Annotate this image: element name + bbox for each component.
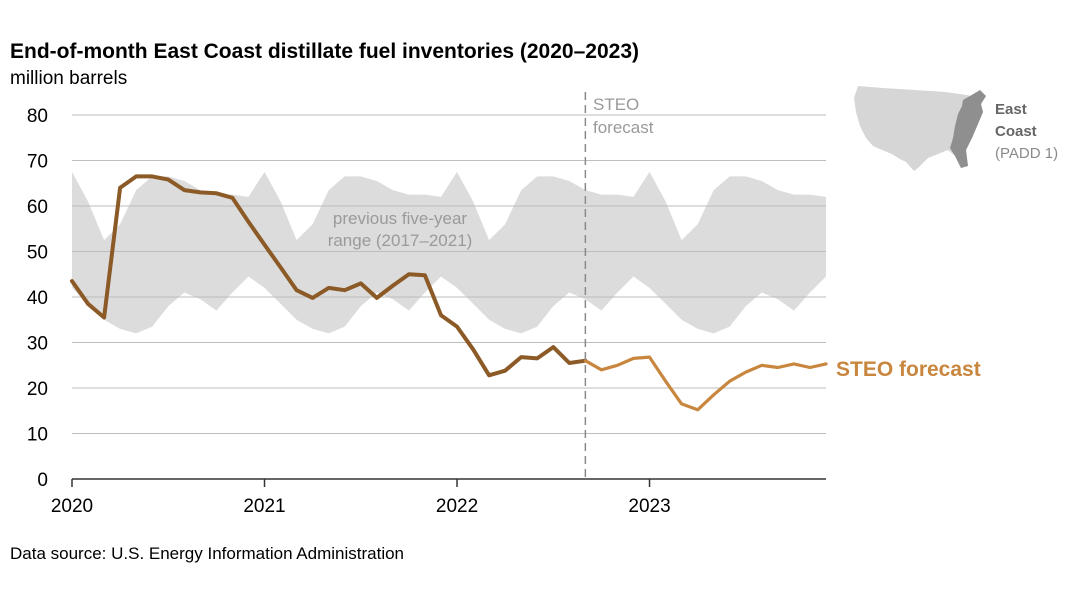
y-tick-label: 20 [27,379,48,400]
us-map-inset: East Coast (PADD 1) [854,86,1058,171]
five-year-range-layer [72,171,826,334]
forecast-series-line [583,355,828,412]
y-axis: 0 10 20 30 40 50 60 70 80 [27,106,48,491]
y-tick-label: 70 [27,152,48,173]
gridlines [72,114,826,480]
series-lines [70,174,828,412]
east-coast-region-icon [950,90,986,168]
y-tick-label: 40 [27,288,48,309]
x-tick-label: 2020 [51,496,93,517]
chart-title: End-of-month East Coast distillate fuel … [10,40,639,63]
forecast-note-line-1: STEO [593,95,639,114]
y-tick-label: 0 [37,470,48,491]
y-tick-label: 50 [27,243,48,264]
map-label-line-1: East [995,101,1027,118]
range-note-line-1: previous five-year [333,209,468,228]
y-tick-label: 30 [27,334,48,355]
x-tick-label: 2023 [628,496,670,517]
x-tick-label: 2022 [436,496,478,517]
y-unit-label: million barrels [10,68,127,89]
y-tick-label: 60 [27,197,48,218]
x-axis: 2020 2021 2022 2023 [51,479,671,517]
history-series-line [70,174,588,378]
forecast-series-label: STEO forecast [836,358,981,381]
forecast-note-line-2: forecast [593,118,654,137]
five-year-range-band [72,171,826,334]
y-tick-label: 80 [27,106,48,127]
map-sublabel: (PADD 1) [995,145,1058,162]
map-label-line-2: Coast [995,123,1037,140]
y-tick-label: 10 [27,425,48,446]
x-tick-label: 2021 [243,496,285,517]
range-note-line-2: range (2017–2021) [328,231,473,250]
data-source-note: Data source: U.S. Energy Information Adm… [10,544,404,563]
